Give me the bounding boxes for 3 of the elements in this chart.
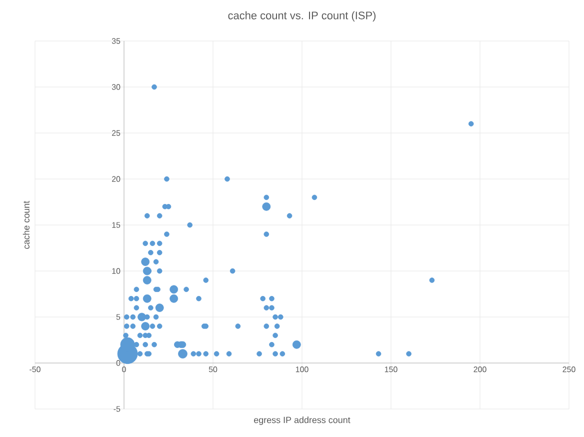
chart-title: cache count vs. IP count (ISP) — [228, 11, 376, 22]
x-axis-title: egress IP address count — [254, 416, 350, 425]
y-axis-title: cache count — [22, 200, 30, 249]
